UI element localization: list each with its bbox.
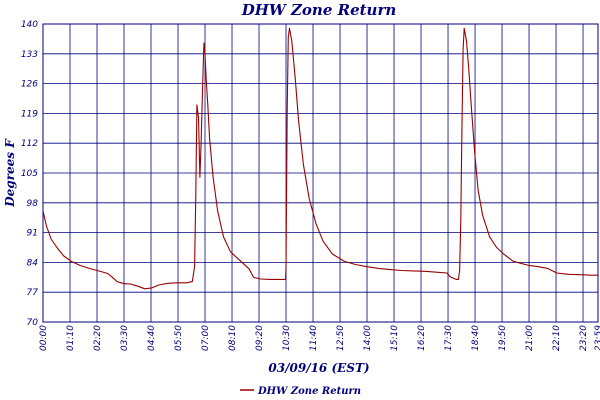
x-tick-label: 17:30 (444, 325, 454, 351)
x-tick-label: 10:30 (282, 325, 292, 351)
y-tick-label: 77 (27, 288, 39, 298)
x-tick-label: 19:50 (498, 325, 508, 351)
y-tick-label: 98 (27, 199, 39, 209)
legend: DHW Zone Return (240, 386, 361, 397)
legend-label: DHW Zone Return (257, 386, 361, 397)
x-tick-label: 03:30 (120, 325, 130, 351)
y-tick-label: 133 (21, 50, 38, 60)
y-axis-label: Degrees F (3, 138, 17, 208)
series-lines (42, 27, 598, 290)
x-tick-label: 21:00 (525, 325, 535, 351)
y-tick-labels: 70 77 84 91 98 105 112 119 126 133 140 (21, 20, 38, 328)
x-tick-label: 09:20 (255, 325, 265, 351)
x-tick-label: 07:00 (201, 325, 211, 351)
x-tick-label: 00:00 (39, 325, 49, 351)
y-tick-label: 112 (21, 139, 38, 149)
series-line-dhw-zone-return (42, 27, 598, 290)
y-tick-label: 119 (21, 109, 38, 119)
x-tick-label: 08:10 (228, 325, 238, 351)
x-tick-label: 01:10 (66, 325, 76, 351)
x-tick-label: 23:20 (579, 325, 589, 351)
x-tick-labels: 00:00 01:10 02:20 03:30 04:40 05:50 07:00 08:10… (39, 325, 600, 351)
chart-title: DHW Zone Return (241, 1, 397, 19)
x-tick-label: 23:59 (594, 325, 600, 351)
y-tick-label: 84 (27, 258, 39, 268)
x-tick-label: 18:40 (471, 325, 481, 351)
y-tick-label: 91 (27, 229, 38, 239)
x-tick-label: 05:50 (174, 325, 184, 351)
plot-frame (42, 23, 599, 323)
x-axis-label: 03/09/16 (EST) (268, 361, 369, 375)
x-tick-label: 02:20 (93, 325, 103, 351)
x-tick-label: 11:40 (309, 325, 319, 351)
y-tick-label: 70 (27, 318, 39, 328)
y-tick-label: 126 (21, 80, 38, 90)
grid-lines (42, 23, 599, 323)
x-tick-label: 16:20 (417, 325, 427, 351)
y-tick-label: 105 (21, 169, 38, 179)
x-tick-label: 22:10 (552, 325, 562, 351)
x-tick-label: 14:00 (363, 325, 373, 351)
x-tick-label: 12:50 (336, 325, 346, 351)
x-tick-label: 04:40 (147, 325, 157, 351)
y-tick-label: 140 (21, 20, 38, 30)
x-tick-label: 15:10 (390, 325, 400, 351)
